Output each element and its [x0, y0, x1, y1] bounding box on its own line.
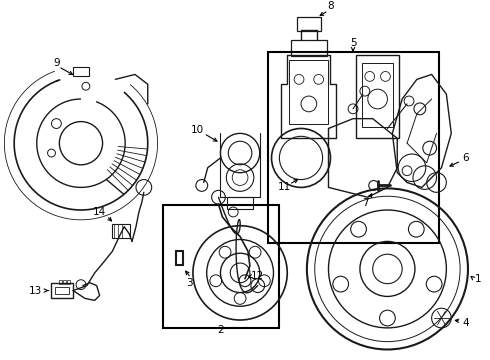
Text: 4: 4 [463, 318, 469, 328]
Bar [289, 60, 328, 123]
Text: 12: 12 [251, 271, 265, 281]
Bar [297, 18, 320, 31]
Text: 9: 9 [53, 58, 60, 68]
Text: 6: 6 [463, 153, 469, 163]
Bar [362, 63, 393, 126]
Text: 10: 10 [191, 125, 204, 135]
Text: 11: 11 [278, 183, 291, 192]
Text: 8: 8 [327, 1, 334, 11]
Bar [73, 67, 89, 76]
Bar [51, 283, 73, 298]
Text: 3: 3 [186, 278, 192, 288]
Bar [291, 40, 326, 56]
Text: 14: 14 [93, 207, 106, 217]
Text: 13: 13 [29, 285, 43, 296]
Bar [112, 224, 130, 238]
Bar [356, 55, 399, 138]
Bar [268, 52, 440, 243]
Text: 2: 2 [217, 325, 224, 335]
Text: 5: 5 [350, 38, 356, 48]
Text: 7: 7 [363, 198, 369, 208]
Bar [55, 287, 69, 294]
Bar [59, 280, 62, 284]
Bar [63, 280, 66, 284]
Bar [164, 205, 279, 328]
Bar [67, 280, 70, 284]
Text: 1: 1 [474, 274, 481, 284]
